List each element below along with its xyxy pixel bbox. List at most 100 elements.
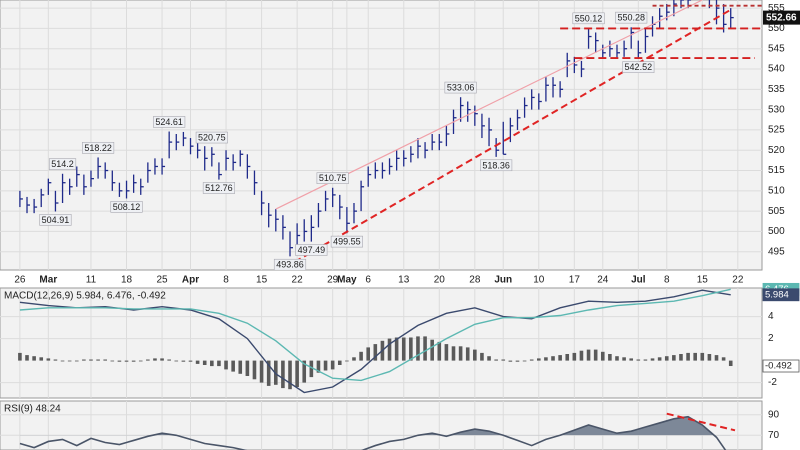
histogram-bar [529, 359, 534, 361]
histogram-bar [302, 360, 307, 383]
y-tick-label: 505 [768, 206, 785, 217]
histogram-bar [103, 359, 108, 361]
annotation-label: 514.2 [51, 159, 74, 169]
x-tick-label: 20 [434, 275, 446, 286]
x-tick-label: Jul [631, 275, 646, 286]
histogram-bar [451, 346, 456, 361]
histogram-bar [231, 360, 235, 372]
y-tick-label: 530 [768, 104, 785, 115]
annotation-box [273, 258, 307, 270]
annotation-label: 510.75 [319, 173, 347, 183]
histogram-bar [636, 359, 641, 361]
annotation-label: 518.22 [84, 143, 112, 153]
histogram-bar [672, 355, 676, 361]
histogram-bar [210, 360, 214, 367]
value-tag-label: 5.984 [765, 289, 789, 300]
x-tick-label: 25 [157, 275, 169, 286]
histogram-bar [323, 360, 328, 371]
histogram-bar [480, 352, 484, 361]
annotation-label: 533.06 [447, 83, 475, 93]
annotation-box [153, 116, 186, 128]
histogram-bar [508, 360, 513, 362]
histogram-bar [124, 360, 129, 362]
panel: 504.91 514.2 518.22 508.12 524.61 520.75 512.7… [0, 0, 762, 270]
annotation-box [316, 172, 349, 184]
annotation-box [330, 235, 363, 248]
trend-line [666, 412, 736, 432]
histogram-bar [537, 358, 541, 361]
y-tick-label: 70 [768, 430, 780, 441]
annotation-label: 493.86 [276, 260, 304, 270]
annotation-box [110, 201, 143, 213]
histogram-bar [266, 360, 271, 386]
histogram-bar [18, 352, 22, 361]
y-tick-label: 90 [768, 409, 780, 420]
annotation-label: 508.12 [113, 202, 141, 212]
annotation-box [572, 12, 605, 25]
histogram-bar [32, 356, 36, 361]
histogram-bar [487, 356, 491, 361]
annotation-box [202, 182, 235, 194]
x-tick-label: 26 [14, 275, 26, 286]
x-tick-label: 13 [398, 275, 410, 286]
y-tick-label: 515 [768, 165, 785, 176]
histogram-bar [558, 355, 562, 361]
histogram-bar [153, 358, 157, 361]
histogram-bar [89, 359, 93, 361]
y-tick-label: 540 [768, 64, 785, 75]
annotation-label: 499.55 [333, 237, 361, 247]
histogram-bar [458, 346, 463, 361]
last-price-label: 552.66 [766, 12, 797, 23]
x-tick-label: 11 [86, 275, 97, 286]
x-tick-label: Mar [39, 275, 57, 286]
histogram-bar [608, 354, 612, 361]
annotation-label: 512.76 [205, 183, 233, 193]
histogram-bar [593, 349, 598, 361]
annotation-label: 504.91 [42, 215, 70, 225]
histogram-bar [202, 360, 207, 365]
histogram-bar [117, 360, 122, 362]
annotation-box [444, 81, 477, 94]
macd-line [19, 288, 731, 382]
histogram-bar [160, 358, 164, 361]
panel-legend: RSI(9) 48.24 [4, 404, 61, 415]
annotation-box [480, 159, 513, 172]
histogram-bar [707, 354, 712, 361]
histogram-bar [501, 359, 506, 361]
histogram-bar [167, 359, 171, 361]
x-tick-label: 29 [327, 275, 339, 286]
histogram-bar [622, 357, 626, 361]
histogram-bar [217, 360, 221, 367]
histogram-bar [337, 360, 342, 365]
overbought-area [19, 416, 731, 436]
histogram-bar [522, 360, 527, 362]
annotation-label: 518.36 [482, 160, 510, 170]
y-tick-label: 495 [768, 246, 785, 257]
x-tick-label: 17 [569, 275, 581, 286]
histogram-bar [131, 360, 136, 362]
y-tick-label: 525 [768, 125, 785, 136]
value-tag [762, 288, 800, 302]
annotation-box [615, 11, 648, 24]
histogram-bar [238, 360, 243, 374]
annotation-label: 497.49 [298, 245, 326, 255]
panel [0, 401, 762, 450]
histogram-bar [423, 336, 427, 361]
histogram-bar [39, 357, 44, 361]
histogram-bar [693, 352, 697, 361]
annotation-box [48, 158, 77, 170]
x-tick-label: 8 [664, 275, 670, 286]
histogram-bar [551, 356, 555, 361]
histogram-bar [657, 357, 662, 361]
trend-line [284, 9, 731, 269]
histogram-bar [53, 359, 58, 361]
y-tick-label: 520 [768, 145, 785, 156]
histogram-bar [437, 341, 442, 361]
histogram-bar [345, 360, 349, 362]
histogram-bar [565, 354, 570, 361]
histogram-bar [138, 360, 143, 362]
histogram-bar [650, 358, 655, 361]
histogram-bar [728, 360, 733, 367]
panel [0, 288, 762, 398]
